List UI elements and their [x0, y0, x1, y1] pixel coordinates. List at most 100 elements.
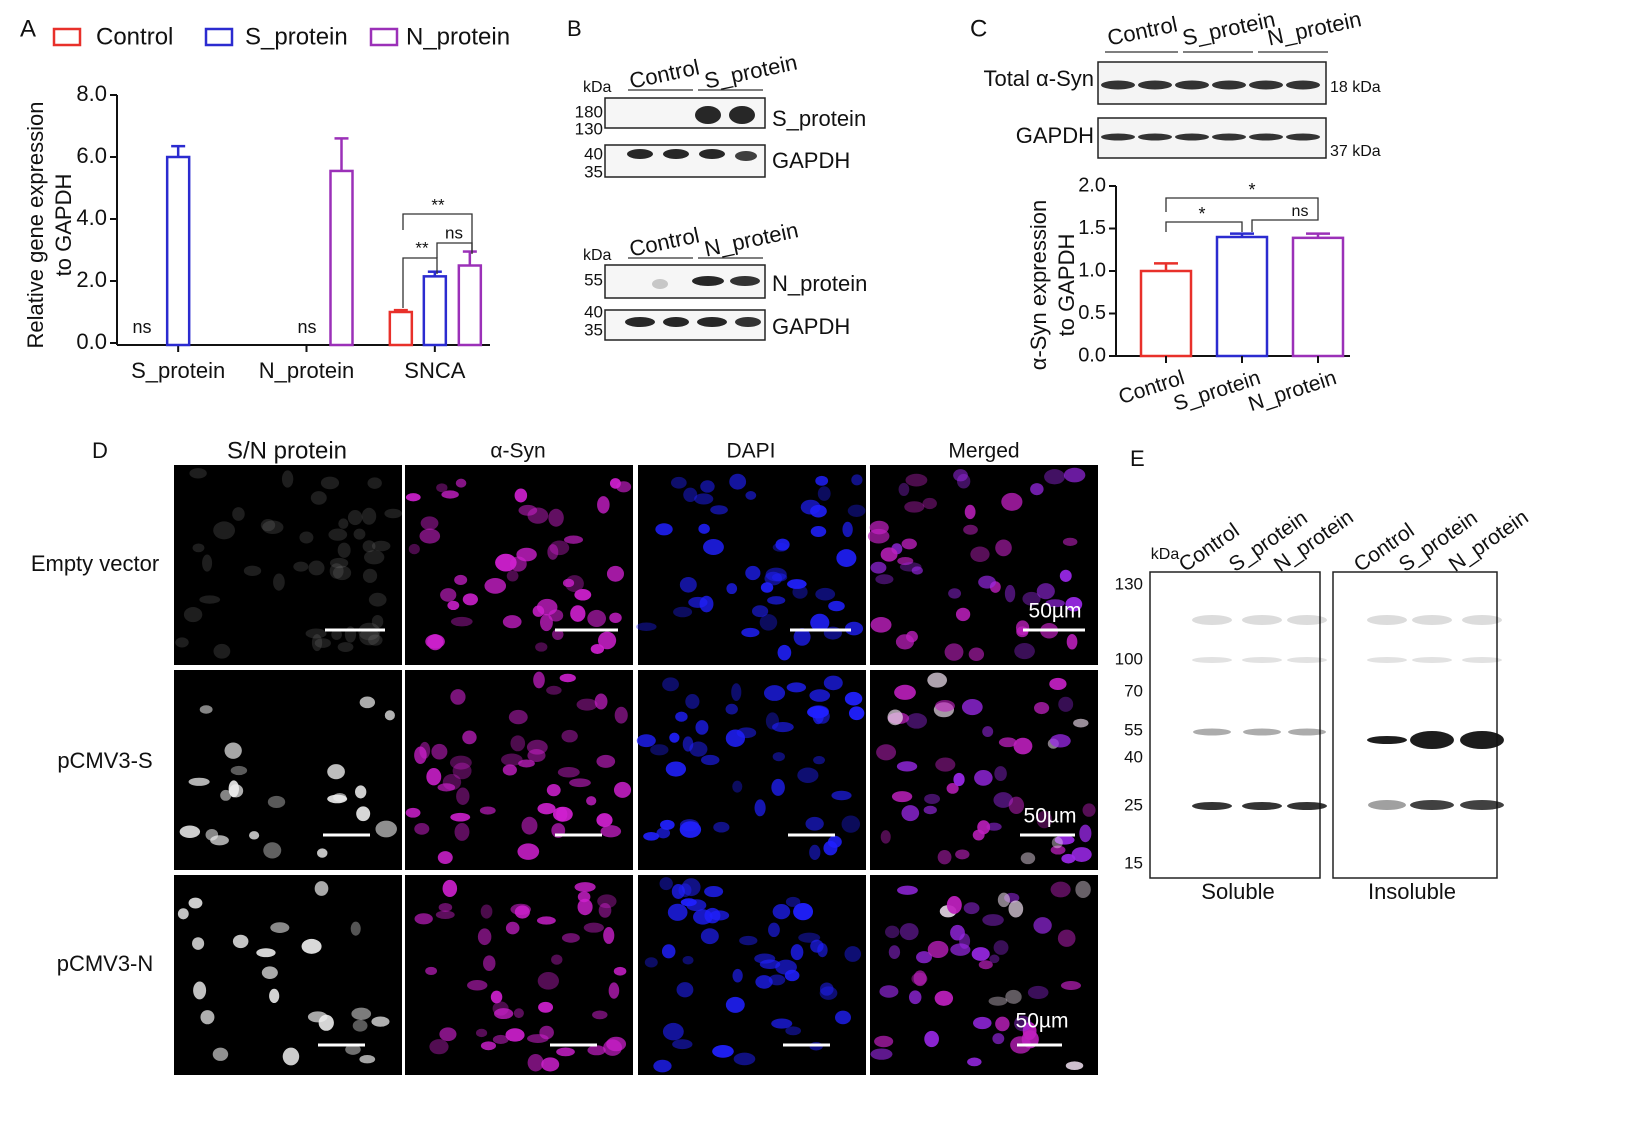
cell: [435, 910, 455, 919]
cell: [793, 628, 811, 646]
cell: [350, 921, 361, 936]
cell: [267, 795, 286, 809]
bar: [1139, 269, 1193, 358]
marker-label: 130: [575, 119, 603, 138]
blot-band: [1367, 736, 1407, 744]
cell: [993, 792, 1014, 808]
marker-label: 130: [1115, 574, 1143, 593]
cell: [587, 609, 607, 628]
cell: [1061, 853, 1076, 864]
cell: [212, 1047, 229, 1061]
cell: [891, 791, 913, 803]
cell: [1062, 537, 1078, 546]
cell: [516, 547, 537, 562]
cell: [527, 1034, 549, 1043]
cell: [982, 914, 1004, 926]
cell: [974, 769, 993, 786]
cell: [815, 587, 836, 601]
blot-band: [1101, 80, 1135, 90]
y-tick-label: 4.0: [76, 205, 107, 230]
cell: [450, 616, 473, 627]
cell: [879, 985, 899, 998]
cell: [308, 560, 325, 576]
cell: [885, 925, 900, 939]
cell: [359, 628, 380, 646]
cell: [310, 491, 327, 505]
y-tick-label: 0.0: [76, 329, 107, 354]
cell: [371, 540, 391, 552]
cell: [420, 516, 439, 530]
blot-band: [1192, 615, 1232, 625]
cell: [978, 575, 996, 589]
panel-label: E: [1130, 446, 1145, 471]
cell: [527, 507, 549, 524]
cell: [988, 996, 1008, 1006]
cell: [414, 746, 427, 765]
cell: [328, 528, 348, 541]
cell: [213, 643, 231, 659]
bar: [165, 155, 191, 347]
cell: [355, 785, 367, 799]
cell: [384, 508, 402, 519]
cell: [527, 1053, 544, 1072]
cell: [700, 480, 715, 493]
cell: [427, 634, 444, 651]
cell: [1057, 929, 1076, 947]
significance-label: **: [431, 195, 445, 214]
cell: [228, 784, 244, 798]
cell: [597, 894, 617, 909]
cell: [745, 565, 761, 581]
cell: [431, 743, 448, 760]
blot-band: [1286, 133, 1320, 141]
marker-label: 25: [1124, 795, 1143, 814]
cell: [333, 793, 347, 802]
cell: [963, 524, 978, 535]
cell: [597, 631, 617, 650]
cell: [867, 528, 890, 544]
cell: [1005, 989, 1022, 1004]
kda-label: kDa: [1151, 546, 1180, 563]
blot-band: [1412, 615, 1452, 625]
cell: [844, 621, 864, 636]
cell: [916, 951, 933, 964]
cell: [614, 706, 628, 724]
cell: [681, 878, 701, 897]
cell: [548, 508, 564, 527]
cell: [600, 825, 622, 838]
cell: [183, 607, 203, 623]
cell: [1036, 583, 1055, 600]
cell: [712, 1045, 734, 1058]
significance-bracket: [1251, 212, 1319, 232]
cell: [462, 730, 477, 745]
cell: [1066, 634, 1078, 650]
x-tick-label: N_protein: [1246, 366, 1340, 416]
y-axis-label: to GAPDH: [1054, 234, 1079, 337]
cell: [518, 504, 538, 516]
cell: [665, 761, 687, 777]
cell: [332, 565, 352, 581]
cell: [667, 903, 688, 921]
error-bar: [462, 250, 477, 266]
cell: [281, 470, 294, 488]
cell: [337, 542, 351, 558]
cell: [880, 830, 891, 844]
cell: [831, 790, 852, 801]
cell: [408, 543, 420, 555]
cell: [606, 1036, 627, 1052]
cell: [587, 1045, 606, 1056]
marker-label: 100: [1115, 649, 1143, 668]
cell: [887, 709, 903, 726]
cell: [870, 616, 892, 633]
micrograph: [174, 670, 402, 870]
cell: [675, 711, 688, 722]
cell: [763, 685, 786, 701]
cell: [876, 744, 897, 761]
blot-box: [604, 144, 766, 178]
cell: [895, 634, 915, 650]
legend-label: S_protein: [245, 23, 348, 50]
cell: [1079, 824, 1092, 843]
y-axis-label: Relative gene expression: [23, 101, 48, 348]
cell: [810, 526, 827, 537]
blot-band: [697, 317, 727, 327]
cell: [1030, 483, 1044, 496]
